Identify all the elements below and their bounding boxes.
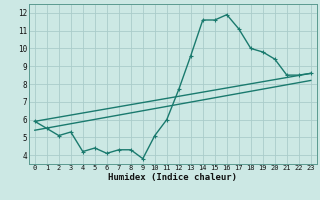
X-axis label: Humidex (Indice chaleur): Humidex (Indice chaleur) — [108, 173, 237, 182]
